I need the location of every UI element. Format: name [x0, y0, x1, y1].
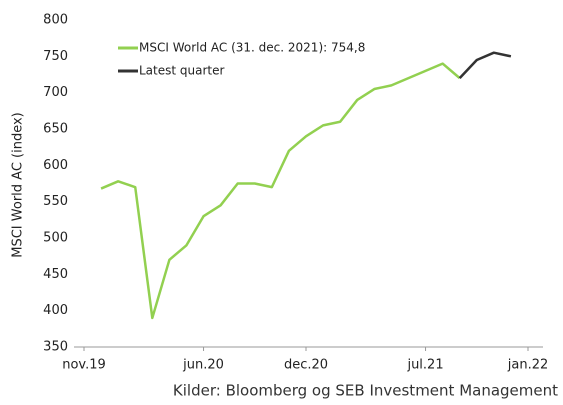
x-tick-label: jan.22 [507, 358, 549, 373]
series-line [458, 51, 512, 79]
y-tick-label: 550 [43, 194, 68, 209]
series-line [100, 62, 461, 320]
x-tick-label: jul.21 [406, 358, 443, 373]
y-tick-label: 600 [43, 158, 68, 173]
x-tick-label: jun.20 [182, 358, 224, 373]
source-note: Kilder: Bloomberg og SEB Investment Mana… [173, 382, 558, 400]
x-tick-label: dec.20 [284, 358, 328, 373]
y-tick-label: 800 [43, 13, 68, 28]
y-tick-label: 650 [43, 122, 68, 137]
legend-label: MSCI World AC (31. dec. 2021): 754,8 [139, 41, 365, 55]
y-tick-label: 500 [43, 231, 68, 246]
y-axis-label: MSCI World AC (index) [11, 112, 26, 257]
y-tick-label: 700 [43, 85, 68, 100]
x-tick-label: nov.19 [62, 358, 106, 373]
y-tick-label: 350 [43, 340, 68, 355]
y-tick-label: 400 [43, 303, 68, 318]
y-tick-label: 750 [43, 49, 68, 64]
legend-label: Latest quarter [139, 64, 224, 78]
y-tick-label: 450 [43, 267, 68, 282]
